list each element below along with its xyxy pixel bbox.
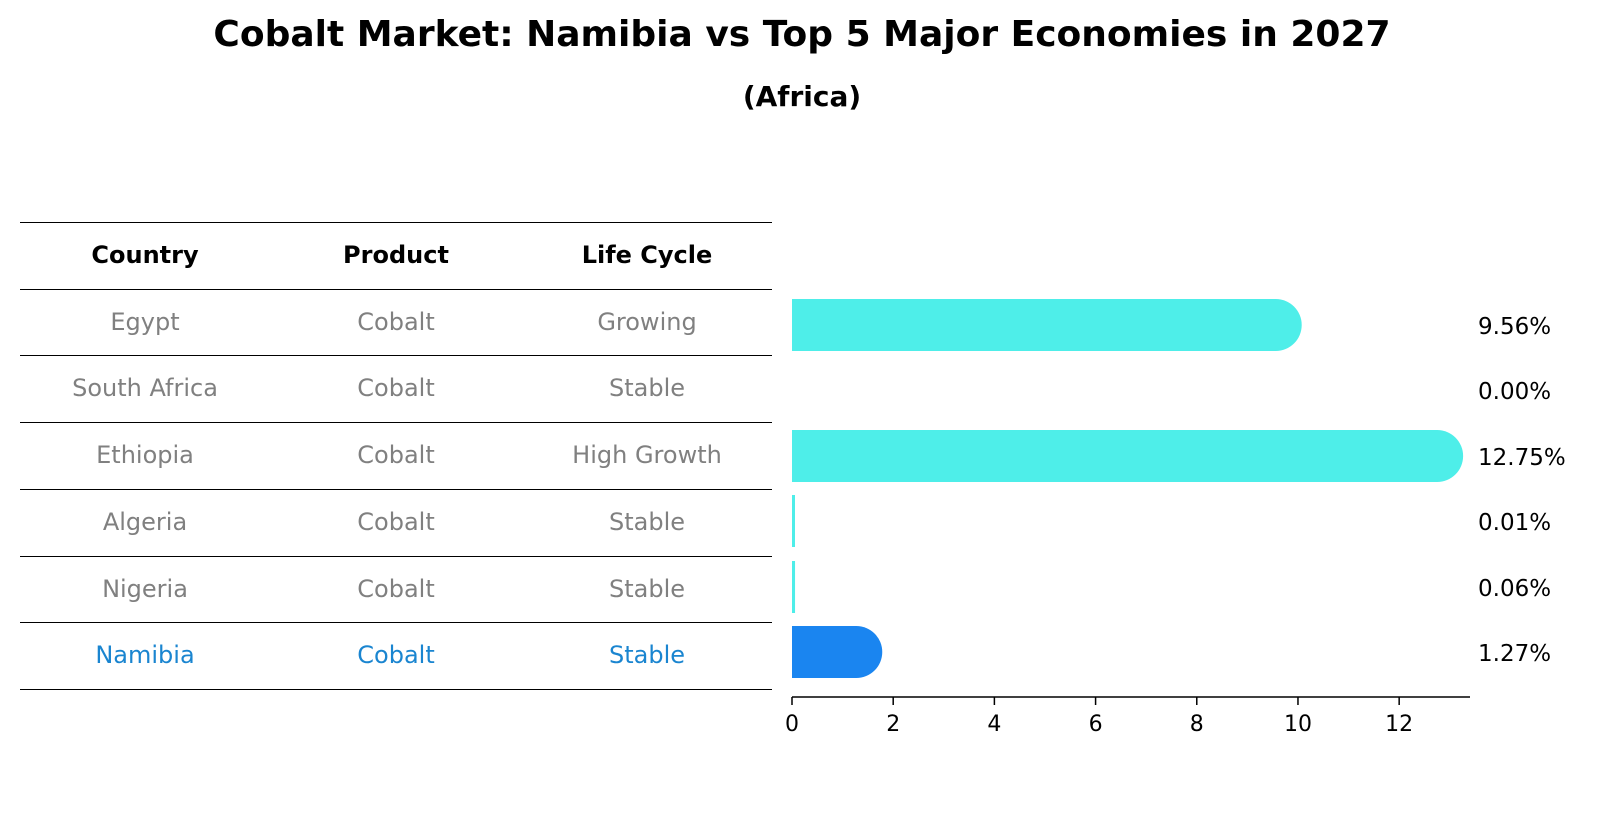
chart-subtitle: (Africa) — [742, 80, 862, 113]
life-cycle-cell: Stable — [608, 641, 686, 669]
bar — [792, 299, 1302, 351]
table-rule — [20, 422, 772, 423]
x-tick-label: 8 — [1190, 712, 1204, 737]
bar — [792, 430, 1464, 482]
product-cell: Cobalt — [357, 308, 435, 336]
table-rule — [20, 222, 772, 223]
product-cell: Cobalt — [357, 441, 435, 469]
bar-value-label: 12.75% — [1478, 445, 1566, 471]
life-cycle-cell: High Growth — [572, 441, 722, 469]
country-cell: Nigeria — [102, 575, 188, 603]
product-cell: Cobalt — [357, 508, 435, 536]
x-tick-label: 12 — [1385, 712, 1413, 737]
life-cycle-cell: Growing — [597, 308, 697, 336]
product-cell: Cobalt — [357, 374, 435, 402]
x-tick-label: 0 — [785, 712, 799, 737]
table-rule — [20, 489, 772, 490]
x-tick-label: 10 — [1284, 712, 1312, 737]
product-cell: Cobalt — [357, 575, 435, 603]
table-rule — [20, 689, 772, 690]
product-cell: Cobalt — [357, 641, 435, 669]
bar-value-label: 0.00% — [1478, 379, 1551, 405]
bar-value-label: 0.06% — [1478, 576, 1551, 602]
table-rule — [20, 556, 772, 557]
bar-value-label: 0.01% — [1478, 510, 1551, 536]
life-cycle-cell: Stable — [608, 374, 686, 402]
life-cycle-header: Life Cycle — [581, 241, 713, 269]
table-rule — [20, 289, 772, 290]
table-rule — [20, 355, 772, 356]
life-cycle-cell: Stable — [608, 575, 686, 603]
country-cell: Egypt — [110, 308, 180, 336]
country-cell: South Africa — [72, 374, 218, 402]
country-header: Country — [91, 241, 199, 269]
bar-namibia — [792, 626, 883, 678]
bar-value-label: 9.56% — [1478, 314, 1551, 340]
bar-value-label: 1.27% — [1478, 641, 1551, 667]
country-cell: Namibia — [95, 641, 195, 669]
country-cell: Ethiopia — [96, 441, 194, 469]
chart-title: Cobalt Market: Namibia vs Top 5 Major Ec… — [213, 14, 1391, 55]
x-tick-label: 6 — [1089, 712, 1103, 737]
table-rule — [20, 622, 772, 623]
x-tick-label: 4 — [987, 712, 1001, 737]
product-header: Product — [343, 241, 449, 269]
x-tick-label: 2 — [886, 712, 900, 737]
bar — [792, 561, 796, 613]
bar — [792, 495, 795, 547]
life-cycle-cell: Stable — [608, 508, 686, 536]
country-cell: Algeria — [102, 508, 188, 536]
